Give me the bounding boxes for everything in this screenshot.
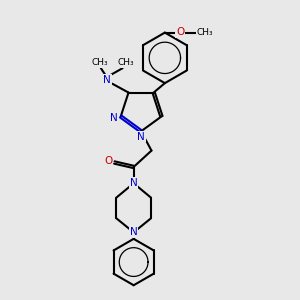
- Text: CH₃: CH₃: [117, 58, 134, 67]
- Text: N: N: [137, 132, 145, 142]
- Text: N: N: [130, 227, 137, 237]
- Text: N: N: [103, 75, 111, 85]
- Text: N: N: [110, 113, 118, 123]
- Text: O: O: [104, 156, 112, 166]
- Text: CH₃: CH₃: [197, 28, 213, 37]
- Text: CH₃: CH₃: [91, 58, 108, 67]
- Text: N: N: [130, 178, 137, 188]
- Text: O: O: [176, 27, 184, 37]
